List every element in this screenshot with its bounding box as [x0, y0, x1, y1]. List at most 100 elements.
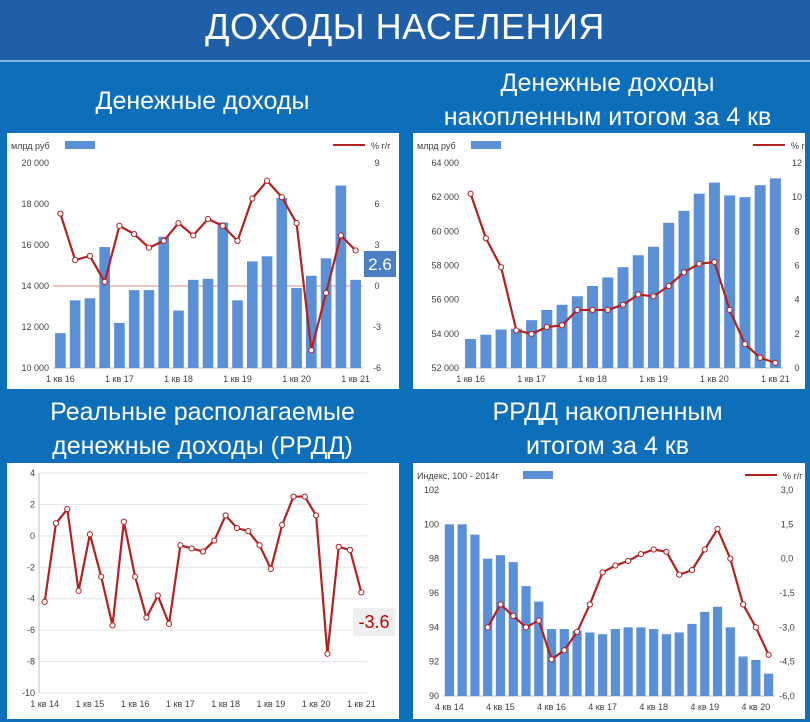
bar: [610, 629, 620, 696]
line-point: [245, 528, 252, 535]
chart-income: 10 000 12 000 14 000 16 000 18 000 20 000 -6 -3…: [11, 141, 396, 384]
y-tick-label: -6: [27, 625, 35, 635]
bar: [246, 261, 258, 368]
x-tick-label: 1 кв 20: [700, 374, 729, 384]
line-point: [175, 220, 182, 227]
bar: [751, 659, 761, 696]
legend-left-label: Индекс, 100 - 2014г: [417, 471, 499, 481]
bar: [754, 185, 766, 368]
y-tick-label: -4: [27, 594, 35, 604]
x-tick-label: 4 кв 18: [639, 702, 668, 712]
chart-panel-real-income: -10 -8 -6 -4 -2 0 2 4 1 кв 14 1 кв 15 1 кв 16 1 кв …: [7, 463, 399, 719]
line-point: [160, 237, 167, 245]
page-title: ДОХОДЫ НАСЕЛЕНИЯ: [205, 6, 605, 47]
title-line: денежные доходы (РРДД): [52, 432, 353, 460]
x-tick-label: 4 кв 16: [537, 702, 566, 712]
bar: [217, 222, 229, 368]
line-point: [513, 327, 520, 334]
line-point: [256, 542, 263, 549]
line-point: [165, 620, 173, 627]
line-point: [337, 232, 344, 239]
bar: [739, 197, 751, 368]
banner: ДОХОДЫ НАСЕЛЕНИЯ: [0, 0, 810, 62]
y-tick-label: 100: [424, 519, 439, 529]
bar: [320, 258, 332, 368]
line-point: [635, 291, 642, 298]
line-point: [101, 278, 108, 285]
bar: [480, 334, 492, 368]
y2-tick-label: -3: [373, 322, 381, 332]
line-point: [86, 252, 94, 260]
line-point: [249, 195, 256, 202]
bar: [508, 562, 518, 696]
x-tick-label: 1 кв 20: [282, 374, 311, 384]
y2-tick-label: 1,5: [781, 519, 794, 529]
x-tick-label: 1 кв 18: [164, 374, 193, 384]
line-point: [143, 614, 150, 621]
x-tick-label: 1 кв 16: [121, 699, 150, 709]
line-point: [589, 306, 596, 314]
line-point: [548, 656, 555, 663]
y2-tick-label: 3: [374, 240, 379, 250]
line-point: [177, 542, 184, 549]
y-tick-label: 94: [429, 622, 439, 632]
line-point: [98, 573, 105, 580]
y2-tick-label: 6: [374, 199, 379, 209]
bar: [495, 329, 507, 368]
y-tick-label: -2: [27, 562, 35, 572]
line-point: [663, 548, 670, 555]
line-point: [467, 190, 474, 197]
line-point: [234, 237, 241, 245]
y2-tick-label: -6: [373, 363, 381, 373]
line-point: [120, 518, 127, 525]
y-tick-label: 16 000: [21, 240, 49, 250]
bar: [738, 656, 748, 696]
x-tick-label: 1 кв 17: [517, 374, 546, 384]
line-point: [739, 601, 747, 608]
line-point: [741, 340, 749, 348]
line-point: [484, 624, 491, 631]
bar: [534, 601, 544, 696]
line-point: [561, 647, 568, 654]
bar: [495, 555, 506, 696]
line-point: [301, 493, 308, 500]
x-tick-label: 4 кв 20: [741, 702, 770, 712]
bar: [276, 197, 288, 368]
line-point: [573, 628, 581, 636]
bar: [661, 634, 672, 696]
line-point: [604, 306, 611, 314]
legend-right-label: % г/г: [791, 141, 805, 151]
bar: [158, 236, 170, 368]
line-point: [714, 525, 721, 533]
title-line: Денежные доходы: [95, 87, 310, 115]
line-point: [211, 537, 218, 544]
x-tick-label: 1 кв 17: [105, 374, 134, 384]
y-tick-label: 4: [30, 468, 35, 478]
line-point: [86, 531, 93, 538]
bar: [546, 629, 557, 696]
chart-title-real-income: Реальные располагаемые денежные доходы (…: [0, 395, 405, 463]
y2-tick-label: -4,5: [779, 657, 795, 667]
line-point: [688, 567, 696, 574]
y-tick-label: 52 000: [431, 363, 459, 373]
line-point: [190, 232, 197, 239]
chart-real-income: -10 -8 -6 -4 -2 0 2 4 1 кв 14 1 кв 15 1 кв 16 1 кв …: [22, 468, 395, 709]
y2-tick-label: 2: [794, 329, 799, 339]
x-tick-label: 1 кв 21: [347, 699, 376, 709]
y2-tick-label: 9: [374, 158, 379, 168]
line-point: [75, 587, 82, 594]
line-point: [701, 546, 708, 553]
y-tick-label: 18 000: [21, 199, 49, 209]
y-tick-label: 12 000: [21, 322, 49, 332]
line-point: [574, 306, 581, 314]
line-point: [765, 651, 772, 658]
line-point: [772, 359, 779, 366]
chart-title-income-cumulative: Денежные доходы накопленным итогом за 4 …: [405, 66, 810, 134]
bar: [674, 632, 684, 696]
y-tick-label: 10 000: [21, 363, 49, 373]
bar: [587, 286, 599, 368]
line-point: [625, 557, 632, 565]
bar: [769, 178, 781, 368]
legend-right-label: % г/г: [371, 141, 391, 151]
bar: [649, 629, 659, 696]
